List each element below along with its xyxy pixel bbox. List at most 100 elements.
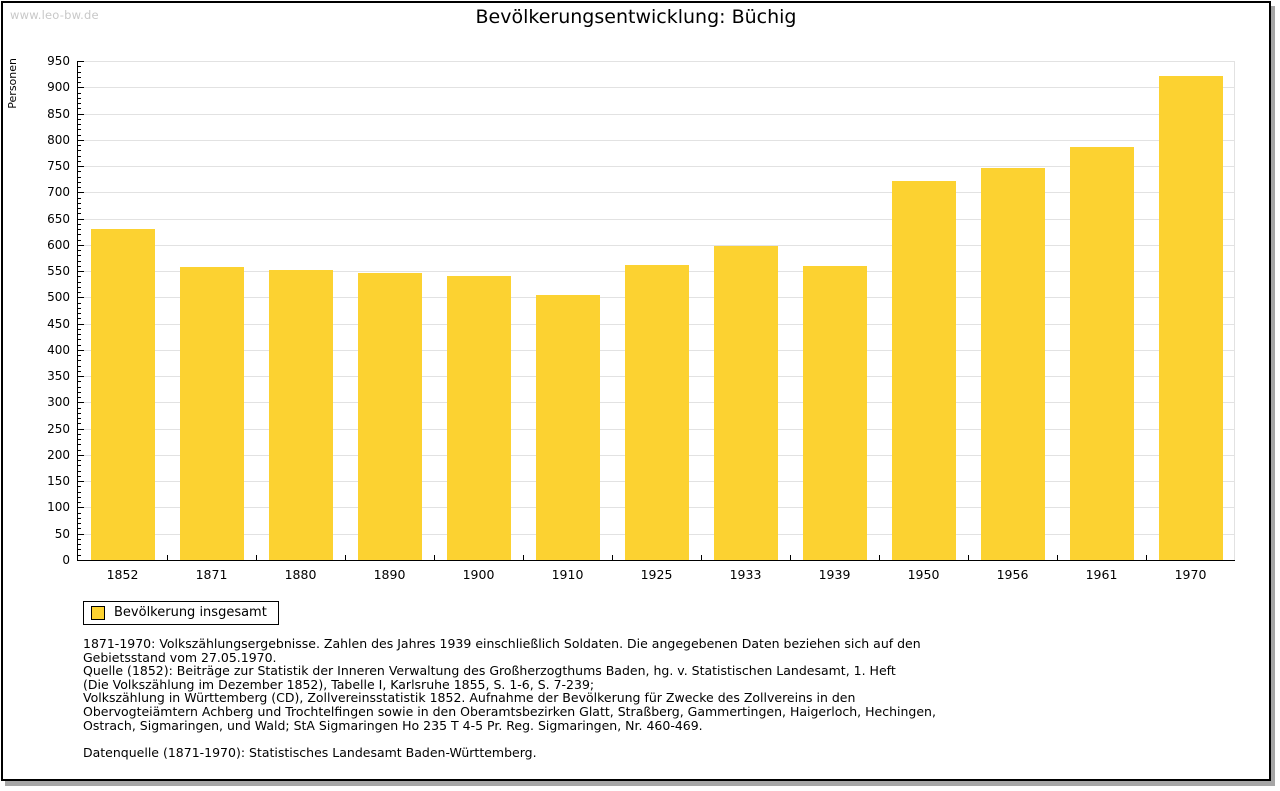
y-minor-tick: [78, 124, 81, 126]
x-tick-label: 1890: [373, 567, 406, 582]
y-minor-tick: [78, 134, 81, 136]
y-minor-tick: [78, 97, 81, 99]
y-minor-tick: [78, 470, 81, 472]
y-tick-label: 900: [47, 80, 70, 95]
y-major-tick: [78, 376, 84, 378]
x-boundary-tick: [523, 555, 524, 560]
y-minor-tick: [78, 433, 81, 435]
y-tick-label: 800: [47, 132, 70, 147]
y-major-tick: [78, 507, 84, 509]
x-tick-label: 1950: [907, 567, 940, 582]
page-title: Bevölkerungsentwicklung: Büchig: [475, 6, 797, 28]
bar: [1158, 75, 1223, 560]
y-tick-label: 350: [47, 369, 70, 384]
y-minor-tick: [78, 171, 81, 173]
y-minor-tick: [78, 213, 81, 215]
y-minor-tick: [78, 339, 81, 341]
gridline: [78, 87, 1235, 89]
y-minor-tick: [78, 176, 81, 178]
gridline: [78, 166, 1235, 168]
y-major-tick: [78, 87, 84, 89]
y-minor-tick: [78, 517, 81, 519]
y-minor-tick: [78, 160, 81, 162]
x-tick-label: 1956: [996, 567, 1029, 582]
x-tick-label: 1970: [1174, 567, 1207, 582]
footnote-line: Gebietsstand vom 27.05.1970.: [83, 649, 277, 665]
y-tick-label: 650: [47, 211, 70, 226]
y-tick-label: 550: [47, 264, 70, 279]
y-tick-label: 700: [47, 185, 70, 200]
x-tick-label: 1852: [106, 567, 139, 582]
y-axis-label: Personen: [6, 58, 19, 109]
bar: [179, 267, 244, 560]
y-minor-tick: [78, 181, 81, 183]
x-boundary-tick: [167, 555, 168, 560]
y-minor-tick: [78, 544, 81, 546]
x-tick-label: 1871: [195, 567, 228, 582]
y-minor-tick: [78, 265, 81, 267]
y-minor-tick: [78, 491, 81, 493]
x-boundary-tick: [612, 555, 613, 560]
y-minor-tick: [78, 538, 81, 540]
y-minor-tick: [78, 202, 81, 204]
y-tick-label: 0: [62, 553, 70, 567]
y-major-tick: [78, 61, 84, 62]
footnote-line: Quelle (1852): Beiträge zur Statistik de…: [83, 663, 896, 679]
y-minor-tick: [78, 250, 81, 252]
y-minor-tick: [78, 223, 81, 225]
y-minor-tick: [78, 281, 81, 283]
x-tick-label: 1910: [551, 567, 584, 582]
x-boundary-tick: [1057, 555, 1058, 560]
x-boundary-tick: [968, 555, 969, 560]
y-minor-tick: [78, 145, 81, 147]
y-minor-tick: [78, 76, 81, 78]
y-minor-tick: [78, 397, 81, 399]
y-major-tick: [78, 481, 84, 483]
y-tick-label: 600: [47, 237, 70, 252]
y-tick-label: 450: [47, 316, 70, 331]
x-boundary-tick: [701, 555, 702, 560]
y-tick-label: 400: [47, 342, 70, 357]
y-tick-label: 950: [47, 54, 70, 68]
gridline: [78, 244, 1235, 246]
gridline: [78, 61, 1235, 62]
y-major-tick: [78, 428, 84, 430]
footnote-paragraph: 1871-1970: Volkszählungsergebnisse. Zahl…: [83, 637, 1183, 664]
y-minor-tick: [78, 82, 81, 83]
y-tick-label: 100: [47, 500, 70, 515]
x-tick-label: 1900: [462, 567, 495, 582]
y-minor-tick: [78, 355, 81, 357]
bar: [713, 246, 778, 560]
y-minor-tick: [78, 439, 81, 441]
y-major-tick: [78, 297, 84, 299]
y-tick-label: 850: [47, 106, 70, 121]
x-boundary-tick: [345, 555, 346, 560]
y-minor-tick: [78, 365, 81, 367]
bar: [357, 273, 422, 560]
y-major-tick: [78, 533, 84, 535]
y-minor-tick: [78, 129, 81, 131]
footnotes: 1871-1970: Volkszählungsergebnisse. Zahl…: [83, 637, 1183, 760]
footnote-paragraph: Quelle (1852): Beiträge zur Statistik de…: [83, 664, 1183, 732]
y-minor-tick: [78, 460, 81, 462]
x-boundary-tick: [434, 555, 435, 560]
gridline: [78, 113, 1235, 115]
y-minor-tick: [78, 328, 81, 330]
y-tick-label: 200: [47, 447, 70, 462]
y-minor-tick: [78, 286, 81, 288]
y-major-tick: [78, 454, 84, 456]
y-minor-tick: [78, 554, 81, 556]
x-tick-label: 1880: [284, 567, 317, 582]
y-minor-tick: [78, 255, 81, 257]
y-tick-label: 50: [54, 526, 70, 541]
x-boundary-tick: [879, 555, 880, 560]
y-minor-tick: [78, 344, 81, 346]
bar: [535, 294, 600, 560]
y-minor-tick: [78, 234, 81, 236]
y-tick-label: 500: [47, 290, 70, 305]
y-tick-label: 150: [47, 474, 70, 489]
bar: [624, 264, 689, 560]
y-major-tick: [78, 139, 84, 141]
y-minor-tick: [78, 71, 81, 73]
y-minor-tick: [78, 313, 81, 315]
